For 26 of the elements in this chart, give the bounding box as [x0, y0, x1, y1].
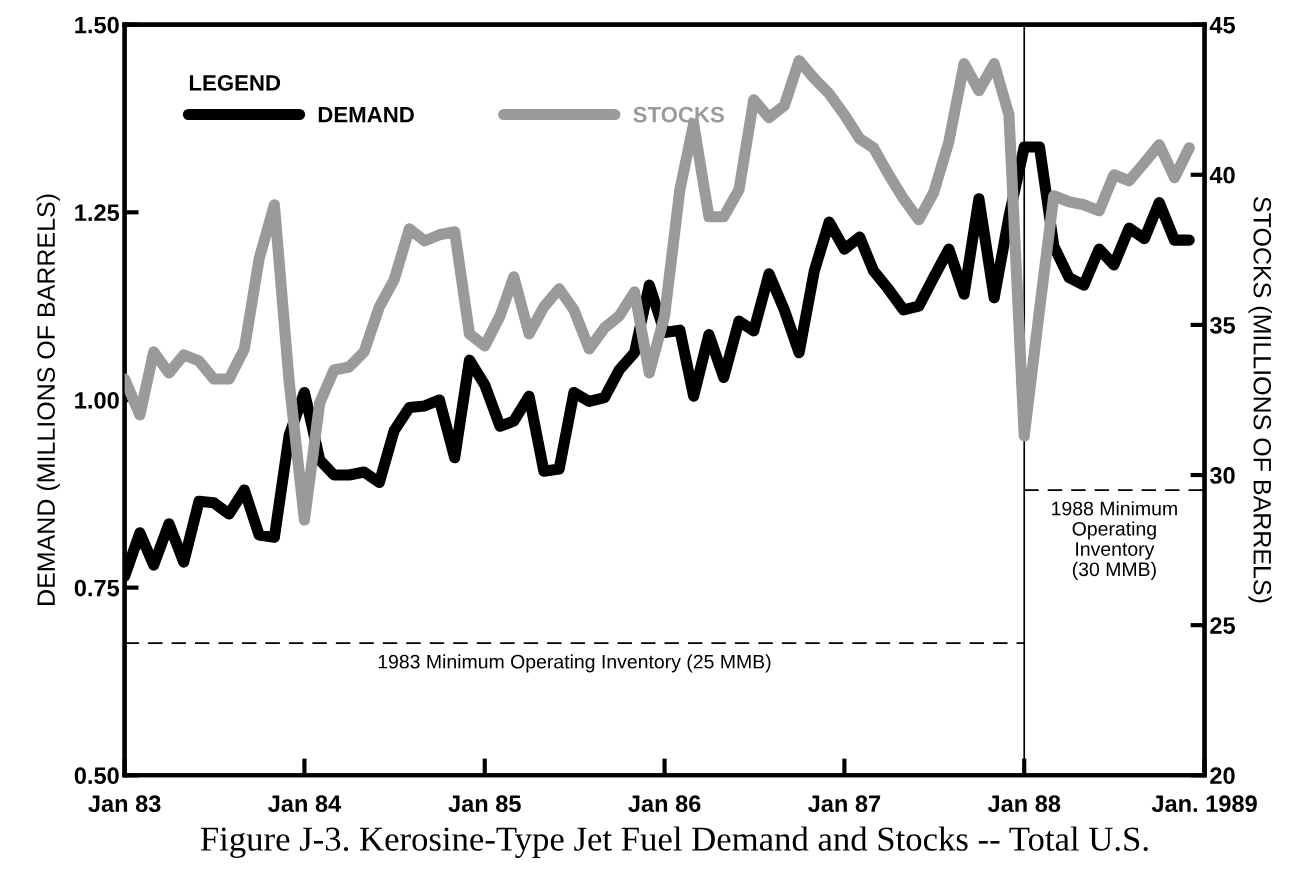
y2-tick-label: 45: [1209, 16, 1236, 34]
y-tick-label: 1.50: [75, 16, 119, 34]
series-label: STOCKS: [633, 106, 724, 123]
text: DEMAND: [318, 107, 414, 123]
text: Figure J-3. Kerosine-Type Jet Fuel Demand and Stocks -- Total U.S.: [200, 826, 1148, 858]
x-tick-label: Jan 87: [808, 795, 881, 813]
y2-tick-label: 25: [1210, 617, 1236, 634]
y-tick-label: 1.25: [75, 204, 120, 222]
y-axis-title: DEMAND (MILLIONS OF BARRELS): [36, 194, 60, 605]
y2-tick-label: 40: [1209, 166, 1235, 184]
y2-tick-label: 30: [1209, 467, 1235, 484]
y2-tick-label: 20: [1210, 767, 1235, 785]
y-tick-label: 0.50: [74, 767, 119, 785]
x-tick-label: Jan 84: [268, 795, 342, 813]
y2-axis-title: STOCKS (MILLIONS OF BARRELS): [1248, 197, 1272, 603]
x-tick-label: Jan. 1989: [1151, 795, 1257, 813]
y2-tick-label: 35: [1209, 316, 1236, 334]
x-tick-label: Jan 86: [628, 795, 701, 813]
x-tick-label: Jan 85: [448, 795, 521, 813]
y-tick-label: 1.00: [75, 392, 119, 409]
legend-title: LEGEND: [189, 74, 281, 91]
x-tick-label: Jan 83: [88, 795, 161, 813]
annotation: 1988 Minimum Operating Inventory (30 MMB): [1052, 501, 1177, 580]
annotation: 1983 Minimum Operating Inventory (25 MMB): [378, 654, 771, 673]
y-tick-label: 0.75: [74, 579, 120, 597]
x-tick-label: Jan 88: [987, 795, 1061, 813]
